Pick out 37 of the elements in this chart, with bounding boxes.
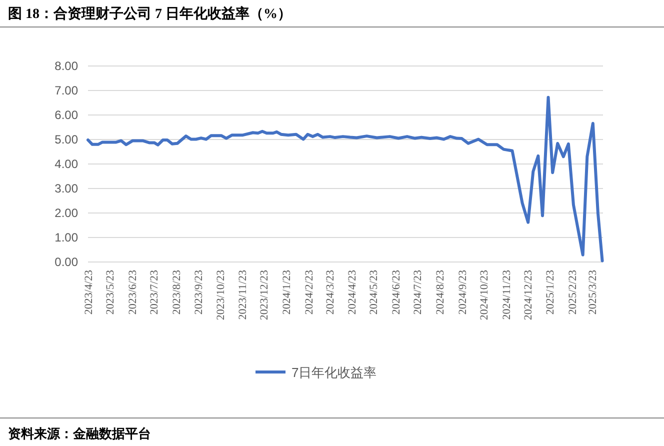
y-tick-label: 8.00 xyxy=(54,59,78,73)
x-tick-label: 2024/7/23 xyxy=(412,270,424,315)
x-tick-label: 2024/4/23 xyxy=(346,270,359,315)
y-tick-label: 5.00 xyxy=(54,132,78,146)
chart-title: 图 18：合资理财子公司 7 日年化收益率（%） xyxy=(8,5,292,22)
x-tick-label: 2024/3/23 xyxy=(324,270,336,315)
text: 资料来源：金融数据平台 xyxy=(8,426,151,441)
x-tick-label: 2023/5/23 xyxy=(104,270,117,315)
x-tick-label: 2025/3/23 xyxy=(587,270,600,315)
x-tick-label: 2023/9/23 xyxy=(193,270,206,315)
y-tick-label: 1.00 xyxy=(54,230,78,244)
x-tick-label: 2024/5/23 xyxy=(368,270,380,315)
x-tick-label: 2024/8/23 xyxy=(434,270,446,315)
y-tick-label: 7.00 xyxy=(54,84,78,98)
x-tick-label: 2023/12/23 xyxy=(258,270,271,320)
y-tick-label: 4.00 xyxy=(54,157,78,171)
line-series xyxy=(86,96,604,262)
x-tick-label: 2023/7/23 xyxy=(148,270,161,315)
x-tick-label: 2023/4/23 xyxy=(83,270,95,315)
x-tick-label: 2024/6/23 xyxy=(390,270,403,315)
x-tick-label: 2023/6/23 xyxy=(126,270,139,315)
x-tick-label: 2023/8/23 xyxy=(170,270,183,315)
x-tick-label: 2025/1/23 xyxy=(544,270,557,315)
y-tick-label: 0.00 xyxy=(54,255,78,269)
x-tick-label: 2024/11/23 xyxy=(500,270,513,320)
x-tick-label: 2024/9/23 xyxy=(456,270,469,315)
y-tick-label: 2.00 xyxy=(54,206,78,220)
y-tick-label: 3.00 xyxy=(54,182,78,196)
x-tick-label: 2024/12/23 xyxy=(522,270,534,320)
x-tick-label: 2023/11/23 xyxy=(237,270,250,320)
x-tick-label: 2024/2/23 xyxy=(303,270,316,315)
x-tick-label: 2025/2/23 xyxy=(567,270,580,315)
legend-label: 7日年化收益率 xyxy=(292,365,377,380)
y-tick-label: 6.00 xyxy=(54,108,78,122)
x-tick-label: 2023/10/23 xyxy=(214,270,227,320)
x-tick-label: 2024/1/23 xyxy=(281,270,294,315)
x-tick-label: 2024/10/23 xyxy=(478,270,490,320)
